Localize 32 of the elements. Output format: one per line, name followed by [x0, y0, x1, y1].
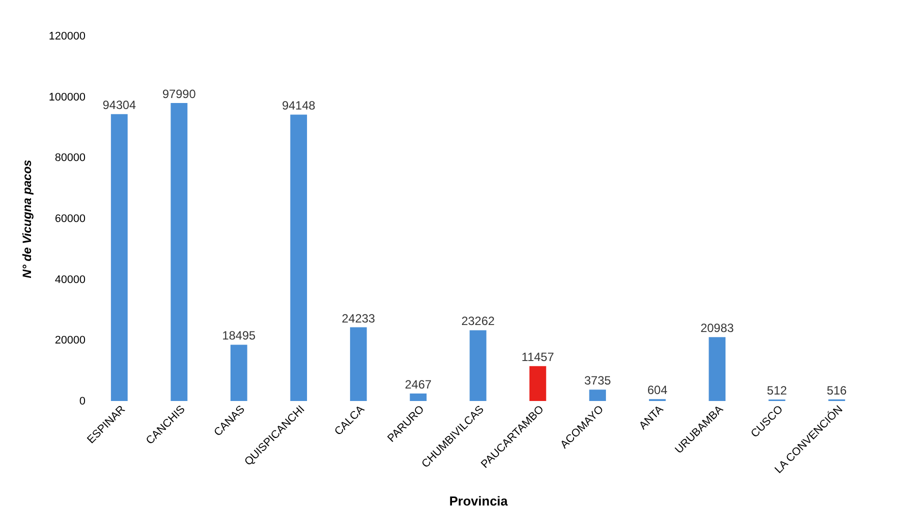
data-label: 94304	[102, 98, 136, 112]
data-label: 2467	[404, 377, 432, 392]
data-label: 11457	[522, 350, 554, 364]
bar	[529, 366, 546, 401]
bar	[410, 393, 427, 401]
bar	[708, 337, 726, 401]
bar	[350, 327, 367, 401]
y-tick-label: 120000	[48, 30, 86, 42]
bar	[230, 344, 248, 401]
y-tick-label: 20000	[54, 334, 86, 347]
y-tick-label: 80000	[54, 152, 86, 164]
y-tick-label: 60000	[54, 213, 86, 225]
bar	[110, 114, 128, 401]
y-tick-label: 100000	[48, 91, 86, 104]
data-label: 23262	[461, 314, 496, 328]
data-label: 604	[647, 383, 668, 398]
bar	[290, 114, 308, 401]
bar	[470, 330, 486, 401]
data-label: 20983	[700, 321, 734, 336]
y-tick-label: 40000	[54, 274, 86, 286]
y-axis-title: N° de Vicugna pacos	[20, 159, 34, 278]
data-label: 18495	[222, 328, 256, 343]
bar	[589, 390, 606, 401]
data-label: 97990	[162, 86, 196, 101]
y-tick-label: 0	[79, 396, 86, 408]
data-label: 94148	[282, 98, 316, 113]
bar	[170, 102, 188, 401]
data-label: 3735	[584, 374, 612, 388]
data-label: 512	[766, 383, 788, 398]
x-axis-title: Provincia	[449, 494, 509, 509]
data-label: 24233	[342, 311, 376, 326]
data-label: 516	[826, 383, 848, 398]
